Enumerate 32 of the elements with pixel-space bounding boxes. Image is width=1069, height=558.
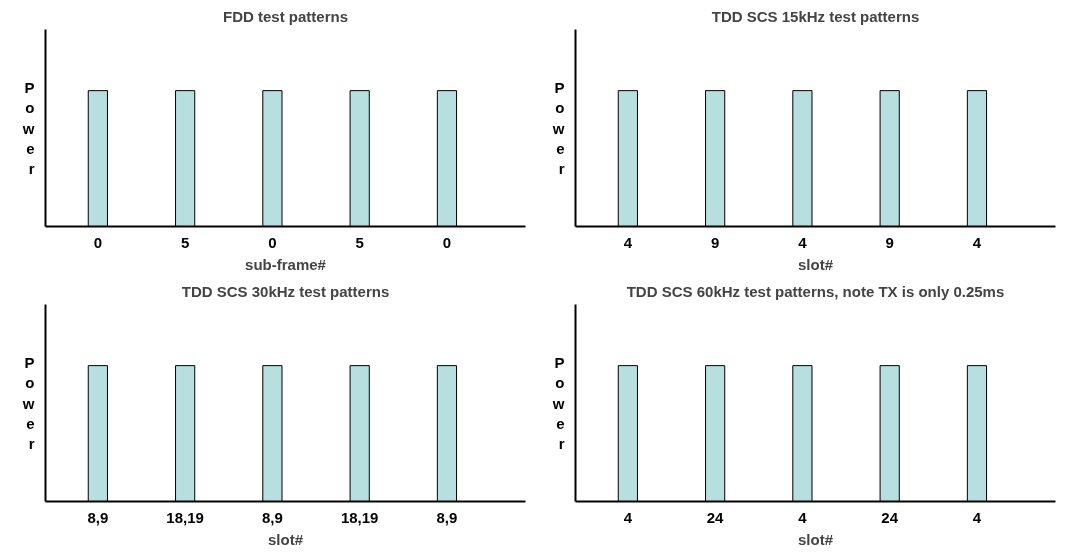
x-tick-label: 4 [798, 508, 808, 526]
x-tick-label: 9 [885, 233, 894, 251]
x-tick-label: 4 [798, 233, 808, 251]
x-tick-label: 4 [623, 233, 633, 251]
chart-title: TDD SCS 30kHz test patterns [181, 282, 390, 300]
x-tick-label: 8,9 [87, 508, 109, 526]
y-axis-title: Power [21, 353, 35, 453]
x-axis-title: sub-frame# [245, 255, 327, 273]
x-tick-label: 5 [355, 233, 364, 251]
x-tick-label: 24 [706, 508, 725, 526]
x-tick-label: 0 [442, 233, 452, 251]
y-axis-title: Power [551, 78, 565, 178]
x-tick-label: 8,9 [436, 508, 458, 526]
x-axis-title: slot# [268, 530, 304, 548]
y-axis-title: Power [551, 353, 565, 453]
x-tick-label: 18,19 [340, 508, 379, 526]
x-tick-label: 0 [93, 233, 103, 251]
chart-title: FDD test patterns [222, 7, 349, 25]
chart-title: TDD SCS 15kHz test patterns [711, 7, 920, 25]
x-tick-label: 4 [972, 508, 982, 526]
x-tick-label: 18,19 [166, 508, 204, 526]
x-tick-label: 9 [710, 233, 720, 251]
y-axis-title: Power [21, 78, 35, 178]
x-tick-label: 4 [623, 508, 633, 526]
x-tick-label: 0 [268, 233, 277, 251]
x-axis-title: slot# [798, 530, 834, 548]
chart-title: TDD SCS 60kHz test patterns, note TX is only 0.25ms [626, 282, 1005, 300]
x-tick-label: 8,9 [261, 508, 283, 526]
x-tick-label: 4 [972, 233, 982, 251]
x-axis-title: slot# [798, 255, 834, 273]
x-tick-label: 5 [180, 233, 190, 251]
x-tick-label: 24 [881, 508, 899, 526]
